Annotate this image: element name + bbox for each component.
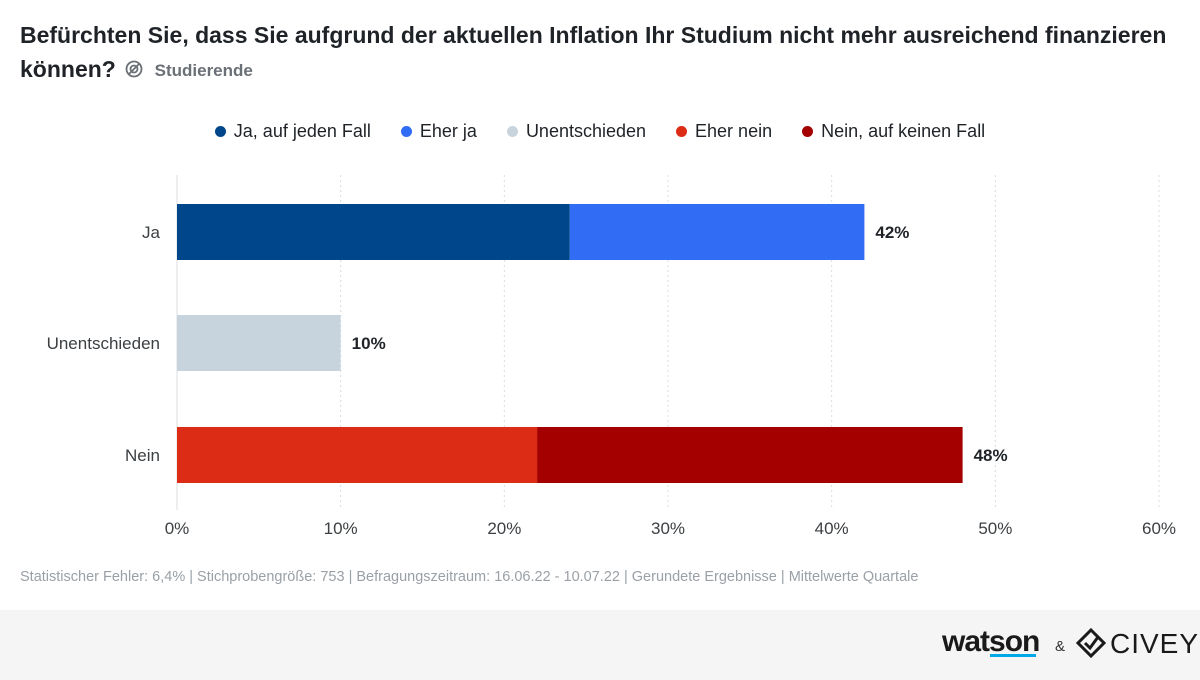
x-tick-label: 50% [978, 519, 1012, 538]
x-tick-label: 40% [815, 519, 849, 538]
legend-item[interactable]: Unentschieden [506, 121, 647, 142]
legend-label: Unentschieden [525, 121, 647, 141]
bar-segment [177, 204, 570, 260]
chart-canvas: 0% 10% 20% 30% 40% 50% 60% Ja Unentschieden Nein 4… [47, 175, 1176, 538]
bar-segment [177, 427, 538, 483]
watson-logo[interactable]: watson [942, 625, 1040, 658]
legend-label: Eher nein [695, 121, 773, 141]
civey-logo-text[interactable]: CIVEY [1110, 628, 1200, 659]
legend-dot-icon [676, 126, 688, 137]
x-tick-label: 60% [1142, 519, 1176, 538]
legend-dot-icon [214, 126, 226, 137]
legend-label: Nein, auf keinen Fall [821, 121, 986, 141]
x-tick-label: 30% [651, 519, 685, 538]
footer: watson & CIVEY [0, 610, 1200, 680]
bar-segment [177, 315, 341, 371]
legend-dot-icon [400, 126, 412, 137]
legend-item[interactable]: Nein, auf keinen Fall [802, 121, 985, 142]
target-group-icon [125, 60, 143, 78]
civey-logo-icon[interactable] [1076, 628, 1106, 658]
chart-legend: Ja, auf jeden Fall Eher ja Unentschieden Eh… [0, 121, 1200, 142]
category-label: Unentschieden [47, 334, 160, 353]
legend-dot-icon [802, 126, 814, 137]
x-tick-label: 20% [487, 519, 521, 538]
bar-total-label: 10% [352, 334, 386, 353]
x-tick-label: 10% [324, 519, 358, 538]
legend-dot-icon [506, 126, 518, 137]
bar-segment [569, 204, 865, 260]
footnote: Statistischer Fehler: 6,4% | Stichproben… [20, 569, 919, 585]
category-label: Ja [142, 223, 161, 242]
legend-label: Ja, auf jeden Fall [233, 121, 371, 141]
x-tick-label: 0% [165, 519, 190, 538]
chart-title-text: Befürchten Sie, dass Sie aufgrund der ak… [20, 22, 1167, 82]
legend-item[interactable]: Eher nein [676, 121, 772, 142]
chart-subtitle: Studierende [154, 61, 253, 80]
legend-item[interactable]: Ja, auf jeden Fall [214, 121, 371, 142]
chart-title: Befürchten Sie, dass Sie aufgrund der ak… [20, 18, 1180, 88]
legend-label: Eher ja [419, 121, 477, 141]
brand-ampersand: & [1055, 638, 1066, 655]
bar-total-label: 48% [974, 446, 1008, 465]
bar-segment [537, 427, 963, 483]
category-label: Nein [125, 446, 160, 465]
legend-item[interactable]: Eher ja [400, 121, 477, 142]
bar-total-label: 42% [875, 223, 909, 242]
